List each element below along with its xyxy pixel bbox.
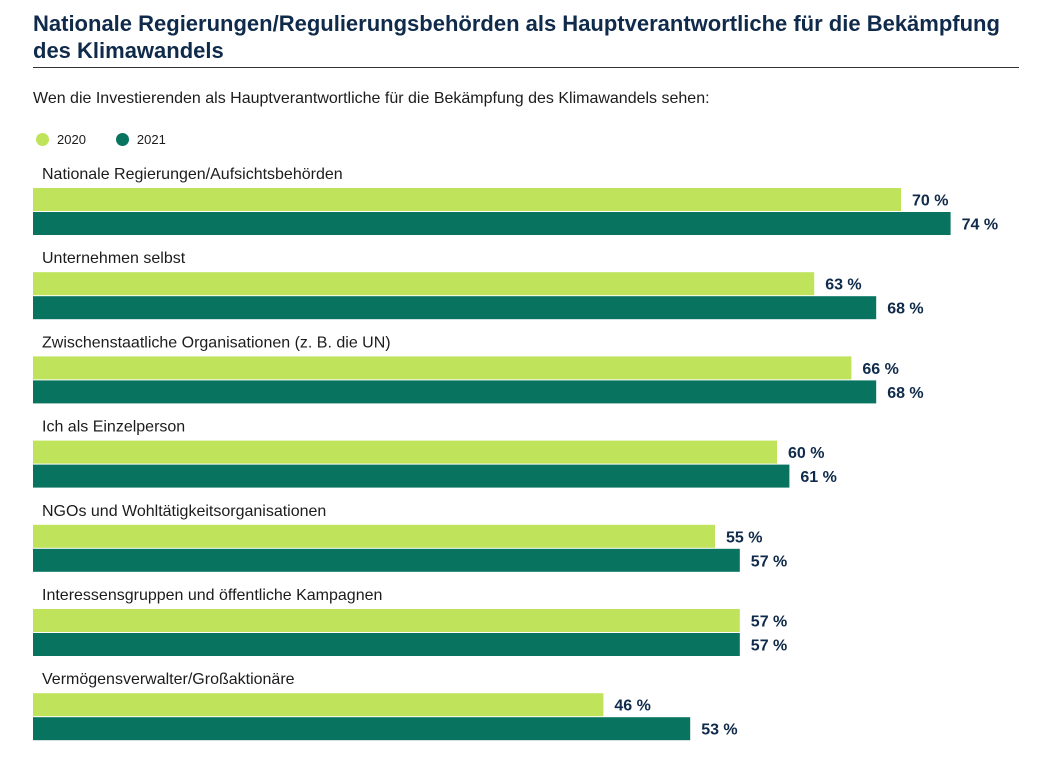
chart-subtitle: Wen die Investierenden als Hauptverantwo… <box>33 90 710 107</box>
bar-2021 <box>33 717 691 741</box>
bar-2021 <box>33 548 740 572</box>
bar-group-interessensgruppen-und-oeffentliche-kampagnen: Interessensgruppen und öffentliche Kampa… <box>33 587 787 656</box>
value-label-2021: 53 % <box>701 722 737 739</box>
category-label: Vermögensverwalter/Großaktionäre <box>42 671 295 688</box>
bar-2020 <box>33 440 777 464</box>
category-label: Unternehmen selbst <box>42 250 186 267</box>
value-label-2020: 57 % <box>751 614 787 631</box>
value-label-2020: 60 % <box>788 445 824 462</box>
value-label-2021: 68 % <box>887 385 923 402</box>
value-label-2020: 46 % <box>614 698 650 715</box>
value-label-2021: 57 % <box>751 638 787 655</box>
value-label-2020: 55 % <box>726 529 762 546</box>
category-label: NGOs und Wohltätigkeitsorganisationen <box>42 503 326 520</box>
bar-2021 <box>33 380 877 404</box>
bar-group-ngos-und-wohltaetigkeitsorganisationen: NGOs und Wohltätigkeitsorganisationen 55 … <box>33 503 787 572</box>
bar-group-unternehmen-selbst: Unternehmen selbst 63 % 68 % <box>33 250 924 320</box>
value-label-2021: 68 % <box>887 301 923 318</box>
legend: 2020 2021 <box>36 132 196 147</box>
bar-2020 <box>33 272 815 296</box>
bar-group-vermoegensverwalter-grossaktionaere: Vermögensverwalter/Großaktionäre 46 % 53 % <box>33 671 738 741</box>
bar-group-zwischenstaatliche-organisationen-z-b-die-un: Zwischenstaatliche Organisationen (z. B.… <box>33 334 924 404</box>
value-label-2020: 66 % <box>862 361 898 378</box>
category-label: Ich als Einzelperson <box>42 419 185 436</box>
category-label: Nationale Regierungen/Aufsichtsbehörden <box>42 166 343 183</box>
category-label: Interessensgruppen und öffentliche Kampa… <box>42 587 382 604</box>
bar-2020 <box>33 188 901 211</box>
legend-item-2020: 2020 <box>36 132 86 147</box>
bar-2021 <box>33 212 951 235</box>
value-label-2020: 70 % <box>912 193 948 210</box>
bar-2021 <box>33 464 790 488</box>
legend-label-2020: 2020 <box>57 132 86 147</box>
bar-group-ich-als-einzelperson: Ich als Einzelperson 60 % 61 % <box>33 419 837 488</box>
value-label-2021: 57 % <box>751 553 787 570</box>
legend-label-2021: 2021 <box>136 132 166 147</box>
title-divider <box>33 67 1019 68</box>
legend-swatch-2021 <box>115 133 129 146</box>
value-label-2021: 61 % <box>800 469 836 486</box>
bar-2021 <box>33 633 740 656</box>
bar-2020 <box>33 356 852 380</box>
bar-2020 <box>33 693 604 717</box>
value-label-2021: 74 % <box>962 217 998 234</box>
bar-2021 <box>33 296 877 320</box>
legend-item-2021: 2021 <box>115 132 166 147</box>
legend-swatch-2020 <box>36 133 49 146</box>
category-label: Zwischenstaatliche Organisationen (z. B.… <box>42 334 391 351</box>
bar-2020 <box>33 609 740 632</box>
chart-title: Nationale Regierungen/Regulierungsbehörd… <box>33 11 1000 63</box>
value-label-2020: 63 % <box>825 277 861 294</box>
bar-2020 <box>33 524 715 548</box>
bar-group-nationale-regierungen-aufsichtsbehoerden: Nationale Regierungen/Aufsichtsbehörden 7… <box>33 166 998 235</box>
